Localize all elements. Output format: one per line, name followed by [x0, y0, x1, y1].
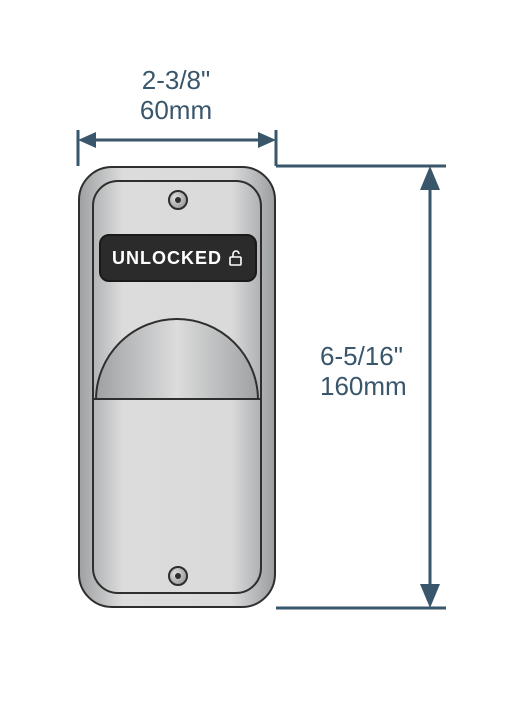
width-metric: 60mm — [126, 96, 226, 126]
padlock-open-icon — [228, 249, 244, 267]
thumb-turn-arc — [94, 318, 260, 400]
status-window: UNLOCKED — [99, 234, 257, 282]
width-dim-label: 2-3/8" 60mm — [126, 66, 226, 126]
body-split-line — [94, 398, 262, 400]
screw-bottom — [168, 566, 188, 586]
status-text: UNLOCKED — [112, 248, 222, 269]
diagram-canvas: 2-3/8" 60mm 6-5/16" 160mm — [0, 0, 506, 712]
lock-body: UNLOCKED — [78, 166, 276, 608]
screw-top — [168, 190, 188, 210]
width-imperial: 2-3/8" — [126, 66, 226, 96]
height-dim-line — [276, 160, 456, 620]
